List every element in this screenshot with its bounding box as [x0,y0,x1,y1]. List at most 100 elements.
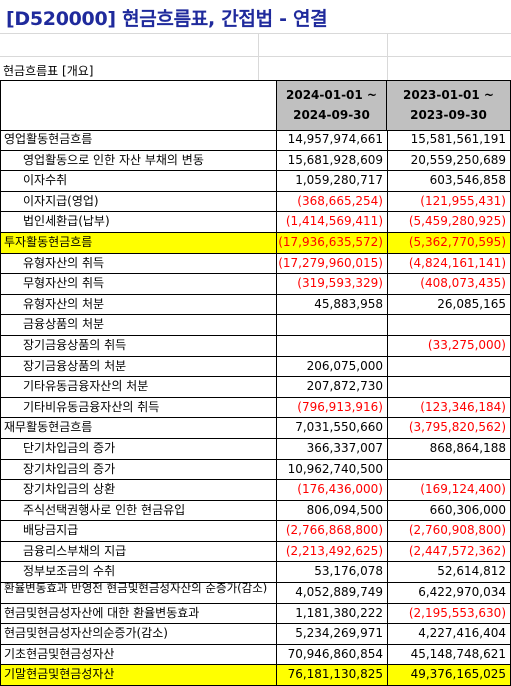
sheet-title: [D520000] 현금흐름표, 간접법 - 연결 [6,8,328,30]
value-current[interactable]: 70,946,860,854 [276,644,387,665]
row-label[interactable]: 장기차입금의 상환 [0,480,276,500]
value-prior[interactable]: (2,760,908,800) [387,521,511,541]
row-label[interactable]: 영업활동으로 인한 자산 부채의 변동 [0,150,276,171]
value-current[interactable]: 806,094,500 [276,500,387,521]
table-row: 주식선택권행사로 인한 현금유입 806,094,500 660,306,000 [0,500,511,522]
value-current[interactable] [276,315,387,335]
table-row: 장기차입금의 증가 10,962,740,500 [0,459,511,481]
value-current[interactable] [276,335,387,356]
value-prior[interactable] [387,377,511,397]
value-current[interactable]: 10,962,740,500 [276,459,387,480]
value-current[interactable]: (17,279,960,015) [276,253,387,274]
row-label[interactable]: 장기금융상품의 처분 [0,356,276,377]
row-label[interactable]: 환율변동효과 반영전 현금및현금성자산의 순증가(감소) [0,583,276,603]
value-current[interactable]: (2,213,492,625) [276,541,387,562]
value-current[interactable]: (319,593,329) [276,274,387,294]
value-prior[interactable] [387,459,511,480]
value-current[interactable]: 14,957,974,661 [276,130,387,150]
value-current[interactable]: (176,436,000) [276,480,387,500]
value-prior[interactable]: 20,559,250,689 [387,150,511,171]
value-prior[interactable]: 49,376,165,025 [387,665,511,686]
row-label[interactable]: 장기차입금의 증가 [0,459,276,480]
value-prior[interactable]: (169,124,400) [387,480,511,500]
value-current[interactable]: 4,052,889,749 [276,583,387,603]
row-label[interactable]: 기초현금및현금성자산 [0,644,276,665]
value-prior[interactable]: 660,306,000 [387,500,511,521]
empty-row[interactable] [0,33,511,57]
value-prior[interactable]: (123,346,184) [387,397,511,418]
table-row: 환율변동효과 반영전 현금및현금성자산의 순증가(감소) 4,052,889,74… [0,583,511,604]
row-label[interactable]: 이자지급(영업) [0,191,276,212]
value-current[interactable]: 5,234,269,971 [276,624,387,644]
value-prior[interactable]: (33,275,000) [387,335,511,356]
header-period-prior-start: 2023-01-01 ~ [403,88,494,102]
value-current[interactable]: (17,936,635,572) [276,232,387,253]
value-current[interactable]: 53,176,078 [276,562,387,583]
row-label[interactable]: 이자수취 [0,171,276,191]
table-row: 기말현금및현금성자산 76,181,130,825 49,376,165,025 [0,665,511,686]
value-current[interactable]: 366,337,007 [276,438,387,459]
table-row: 현금및현금성자산에 대한 환율변동효과 1,181,380,222 (2,195,5… [0,603,511,625]
value-prior[interactable]: 603,546,858 [387,171,511,191]
row-label[interactable]: 투자활동현금흐름 [0,232,276,253]
row-label[interactable]: 주식선택권행사로 인한 현금유입 [0,500,276,521]
value-current[interactable]: 76,181,130,825 [276,665,387,686]
table-row: 재무활동현금흐름 7,031,550,660 (3,795,820,562) [0,418,511,439]
table-row: 장기금융상품의 취득 (33,275,000) [0,335,511,357]
header-blank-cell[interactable] [0,80,277,131]
value-current[interactable]: 45,883,958 [276,294,387,315]
value-prior[interactable]: (2,195,553,630) [387,603,511,624]
value-current[interactable]: 1,181,380,222 [276,603,387,624]
table-row: 배당금지급 (2,766,868,800) (2,760,908,800) [0,521,511,542]
value-prior[interactable]: 52,614,812 [387,562,511,583]
row-label[interactable]: 기말현금및현금성자산 [0,665,276,686]
value-prior[interactable]: (121,955,431) [387,191,511,212]
header-period-prior[interactable]: 2023-01-01 ~ 2023-09-30 [387,80,511,131]
row-label[interactable]: 현금및현금성자산에 대한 환율변동효과 [0,603,276,624]
table-row: 영업활동으로 인한 자산 부채의 변동 15,681,928,609 20,559,… [0,150,511,172]
value-prior[interactable]: (5,362,770,595) [387,232,511,253]
row-label[interactable]: 유형자산의 취득 [0,253,276,274]
table-row: 유형자산의 처분 45,883,958 26,085,165 [0,294,511,316]
row-label[interactable]: 유형자산의 처분 [0,294,276,315]
value-prior[interactable]: (3,795,820,562) [387,418,511,438]
row-label[interactable]: 금융리스부채의 지급 [0,541,276,562]
row-label[interactable]: 무형자산의 취득 [0,274,276,294]
row-label[interactable]: 기타유동금융자산의 처분 [0,377,276,397]
row-label[interactable]: 금융상품의 처분 [0,315,276,335]
value-prior[interactable]: 868,864,188 [387,438,511,459]
value-prior[interactable]: (4,824,161,141) [387,253,511,274]
row-label[interactable]: 법인세환급(납부) [0,212,276,232]
value-current[interactable]: (1,414,569,411) [276,212,387,232]
value-current[interactable]: 207,872,730 [276,377,387,397]
table-row: 유형자산의 취득 (17,279,960,015) (4,824,161,141) [0,253,511,275]
value-prior[interactable]: 4,227,416,404 [387,624,511,644]
header-period-current[interactable]: 2024-01-01 ~ 2024-09-30 [276,80,387,131]
value-current[interactable]: 206,075,000 [276,356,387,377]
value-prior[interactable]: (408,073,435) [387,274,511,294]
value-prior[interactable]: 6,422,970,034 [387,583,511,603]
row-label[interactable]: 단기차입금의 증가 [0,438,276,459]
row-label[interactable]: 배당금지급 [0,521,276,541]
value-prior[interactable]: (5,459,280,925) [387,212,511,232]
row-label[interactable]: 기타비유동금융자산의 취득 [0,397,276,418]
value-current[interactable]: 1,059,280,717 [276,171,387,191]
value-current[interactable]: 15,681,928,609 [276,150,387,171]
value-prior[interactable]: 45,148,748,621 [387,644,511,665]
value-prior[interactable] [387,356,511,377]
row-label[interactable]: 재무활동현금흐름 [0,418,276,438]
value-prior[interactable]: (2,447,572,362) [387,541,511,562]
value-prior[interactable] [387,315,511,335]
value-current[interactable]: (368,665,254) [276,191,387,212]
value-current[interactable]: 7,031,550,660 [276,418,387,438]
value-current[interactable]: (796,913,916) [276,397,387,418]
value-prior[interactable]: 15,581,561,191 [387,130,511,150]
row-label[interactable]: 장기금융상품의 취득 [0,335,276,356]
value-prior[interactable]: 26,085,165 [387,294,511,315]
header-period-current-start: 2024-01-01 ~ [286,88,377,102]
value-current[interactable]: (2,766,868,800) [276,521,387,541]
title-row[interactable]: [D520000] 현금흐름표, 간접법 - 연결 [0,0,511,34]
row-label[interactable]: 영업활동현금흐름 [0,130,276,150]
row-label[interactable]: 정부보조금의 수취 [0,562,276,583]
row-label[interactable]: 현금및현금성자산의순증가(감소) [0,624,276,644]
